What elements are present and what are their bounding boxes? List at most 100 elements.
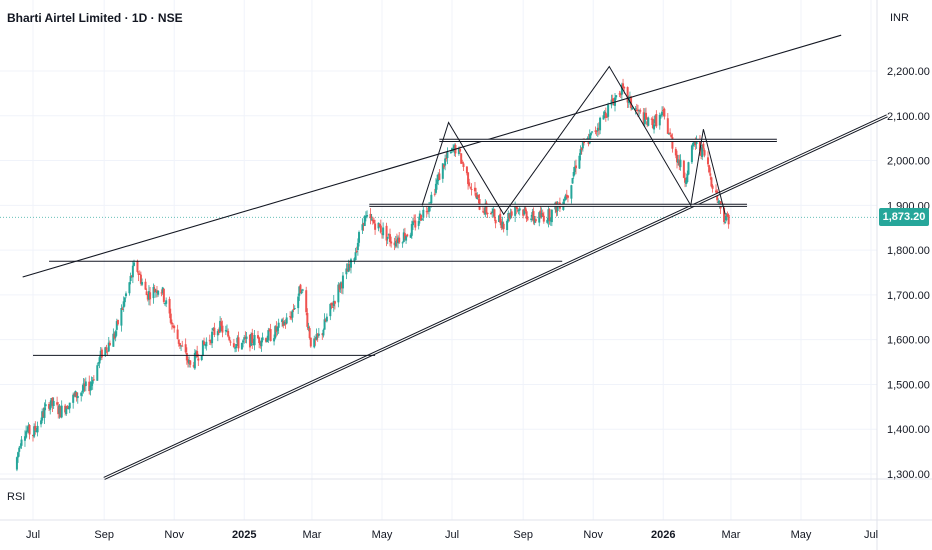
candle-body (428, 206, 431, 212)
candle-body (219, 320, 222, 332)
candle-body (128, 282, 131, 294)
currency-label[interactable]: INR (890, 12, 909, 24)
candle-body (510, 211, 513, 216)
candle-body (227, 330, 230, 337)
candle-body (186, 359, 189, 363)
candle-body (137, 273, 140, 275)
candle-body (530, 218, 533, 221)
candle-body (541, 213, 544, 216)
candle-body (212, 328, 215, 331)
candle-body (347, 263, 350, 272)
candle-body (573, 166, 576, 173)
candle-body (433, 193, 436, 195)
candle-body (659, 115, 662, 117)
candle-body (107, 342, 110, 352)
candle-body (251, 332, 254, 344)
candle-body (549, 220, 552, 222)
candle-body (316, 333, 319, 337)
candle-body (701, 144, 704, 157)
candle-body (709, 173, 712, 176)
candle-body (224, 330, 227, 332)
candle-body (706, 157, 709, 165)
candle-body (281, 319, 284, 323)
candle-body (15, 457, 18, 470)
candle-body (460, 153, 463, 164)
y-tick-label: 2,200.00 (887, 66, 930, 78)
candle-body (51, 397, 54, 406)
candle-body (185, 352, 188, 361)
candle-body (98, 357, 101, 364)
candle-body (36, 425, 39, 433)
candle-body (34, 425, 37, 431)
candle-body (260, 340, 263, 347)
candle-body (481, 211, 484, 213)
candle-body (442, 164, 445, 168)
candle-body (708, 165, 711, 173)
candle-body (67, 408, 70, 410)
candle-body (26, 430, 29, 432)
y-tick-label: 1,500.00 (887, 379, 930, 391)
candle-body (395, 239, 398, 243)
candle-body (160, 292, 163, 294)
candle-body (445, 157, 448, 159)
candle-body (626, 87, 629, 103)
candle-body (285, 317, 288, 324)
candle-body (56, 402, 59, 405)
candle-body (321, 333, 324, 335)
candle-body (473, 187, 476, 192)
candle-body (434, 183, 437, 193)
candle-body (516, 208, 519, 210)
candle-body (120, 308, 123, 326)
candle-body (387, 234, 390, 236)
candle-body (599, 117, 602, 131)
candle-body (346, 269, 349, 272)
x-tick-label: 2025 (232, 529, 256, 541)
candle-body (589, 132, 592, 136)
candle-body (425, 211, 428, 213)
candle-body (269, 329, 272, 342)
candle-body (59, 406, 62, 418)
candle-body (397, 237, 400, 244)
candle-body (476, 196, 479, 200)
candle-body (243, 337, 246, 340)
candle-body (267, 330, 270, 341)
candle-body (638, 110, 641, 112)
channel-lower-line-inner (103, 115, 888, 480)
candle-body (596, 127, 599, 131)
candle-body (353, 258, 356, 261)
candle-body (250, 334, 253, 346)
candle-body (309, 337, 312, 347)
candle-body (646, 121, 649, 125)
candle-body (611, 98, 614, 102)
candle-body (83, 383, 86, 387)
candle-body (252, 343, 255, 345)
candle-body (149, 292, 152, 300)
candle-body (453, 145, 456, 152)
candle-body (181, 345, 184, 347)
candle-body (66, 406, 69, 409)
candle-body (232, 343, 235, 348)
candle-body (277, 322, 280, 328)
candle-body (313, 338, 316, 348)
candle-body (692, 143, 695, 147)
candle-body (687, 162, 690, 175)
candle-body (307, 327, 310, 329)
candle-body (539, 210, 542, 218)
symbol-title[interactable]: Bharti Airtel Limited · 1D · NSE (7, 11, 183, 25)
candle-body (124, 293, 127, 297)
rsi-indicator-label[interactable]: RSI (7, 491, 26, 503)
candle-body (133, 262, 136, 266)
candle-body (700, 149, 703, 156)
candle-body (500, 221, 503, 229)
candle-body (282, 321, 285, 327)
candle-body (17, 452, 20, 458)
candle-body (205, 341, 208, 347)
candle-body (369, 213, 372, 219)
candle-body (155, 290, 158, 293)
candle-body (370, 218, 373, 220)
candle-body (165, 300, 168, 304)
candle-body (604, 112, 607, 118)
candle-body (100, 349, 103, 358)
candle-body (208, 340, 211, 342)
